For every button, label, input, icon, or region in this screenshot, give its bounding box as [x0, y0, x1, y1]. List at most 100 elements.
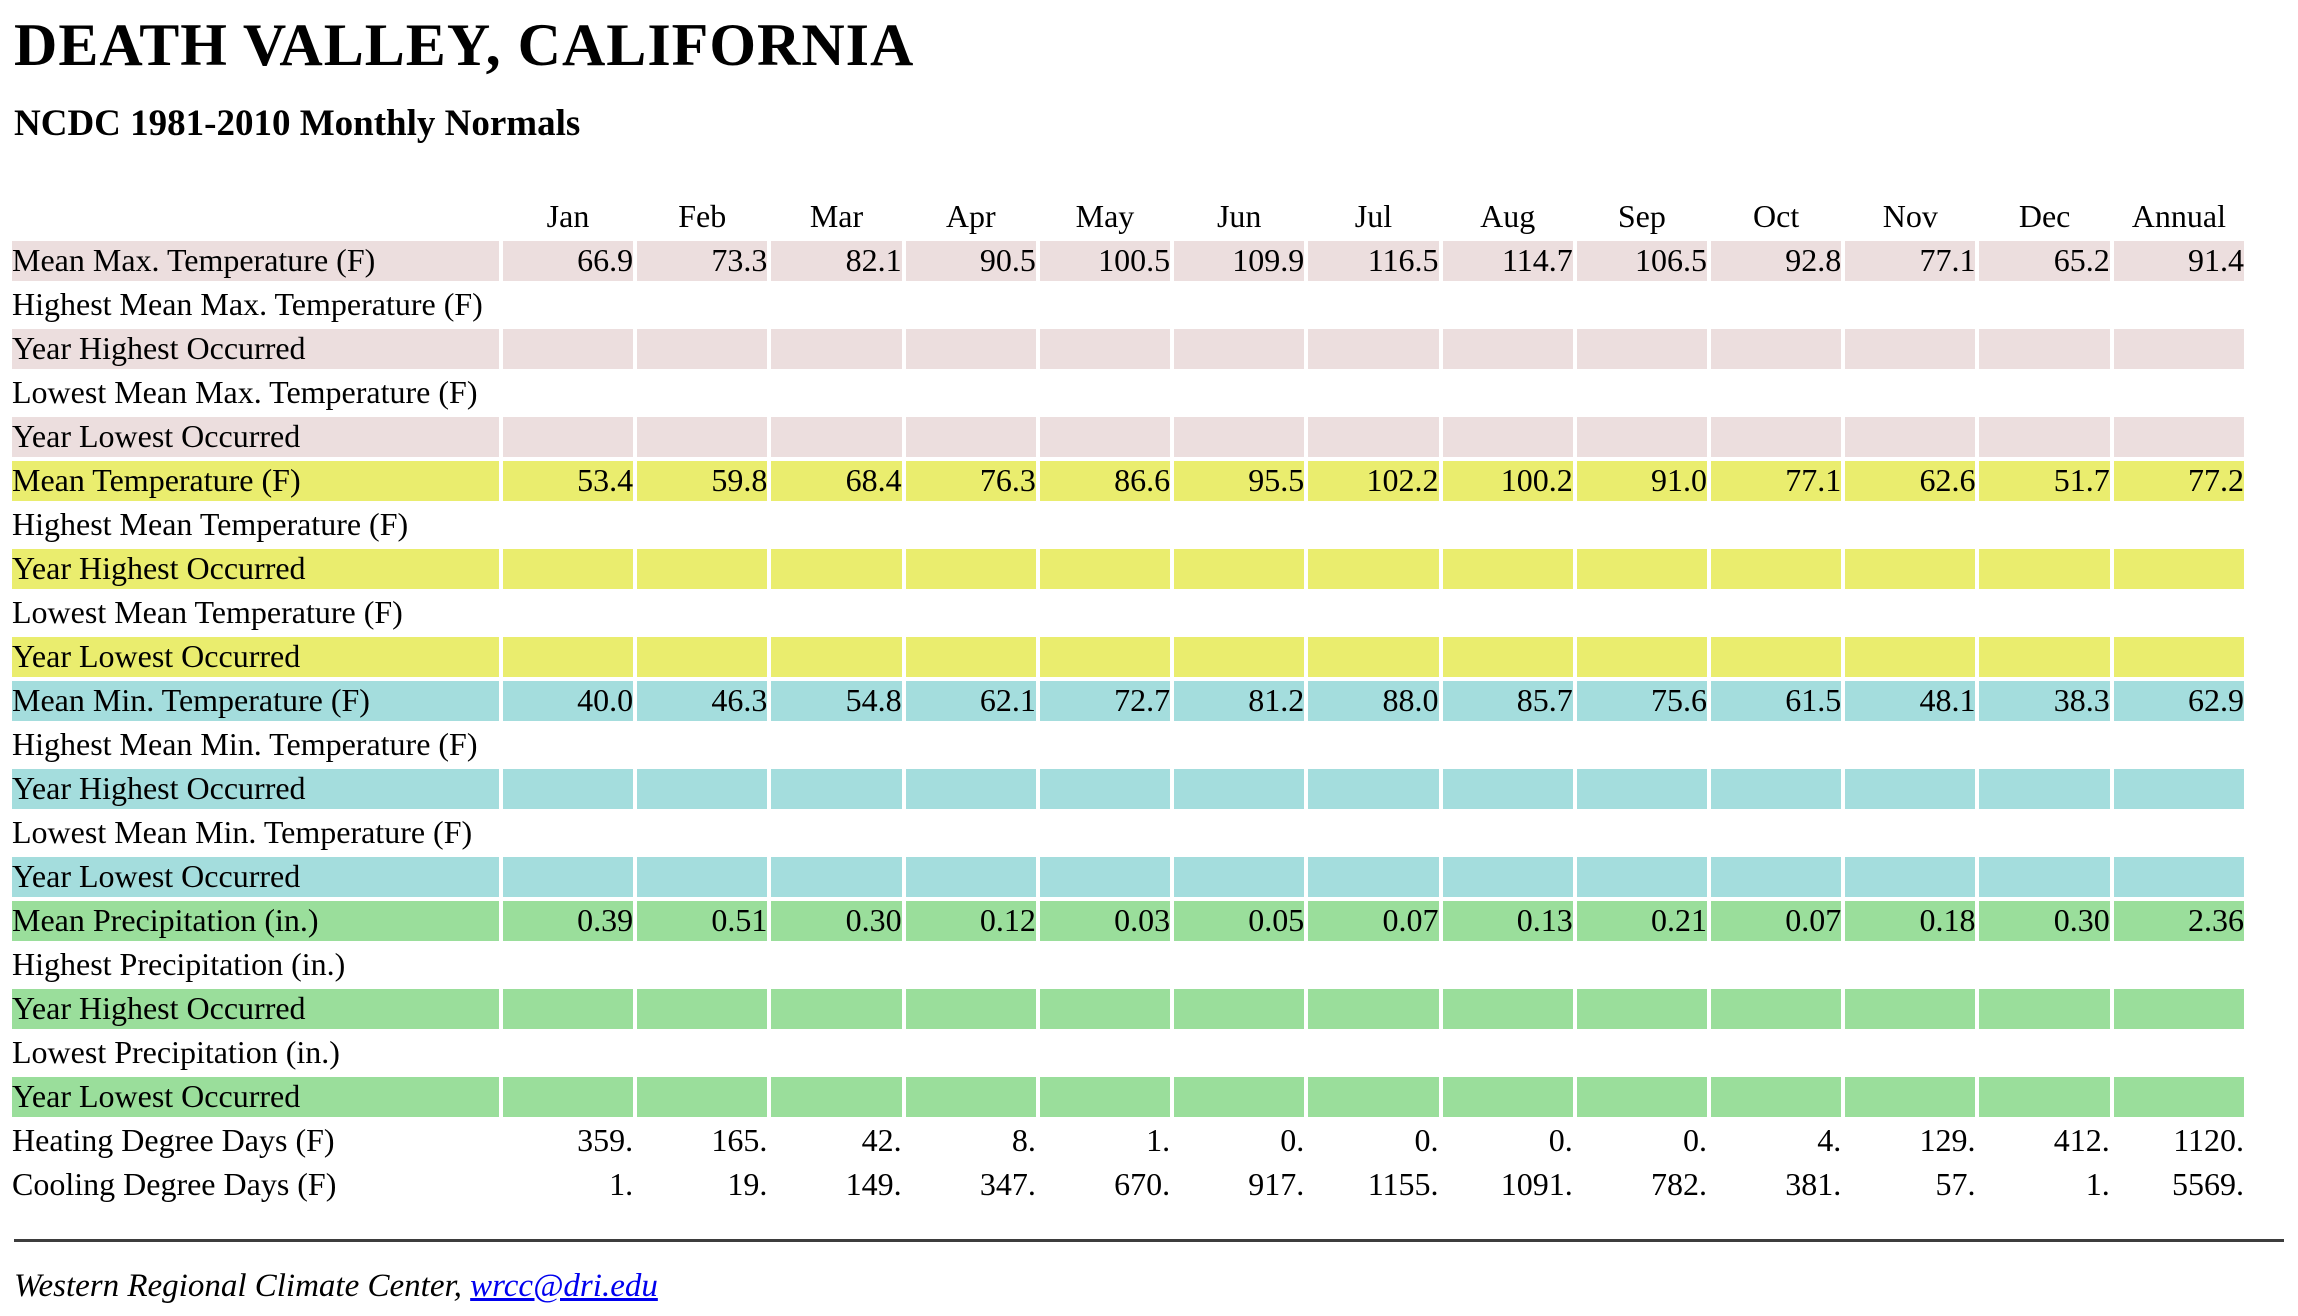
month-header: Apr	[945, 198, 996, 235]
value-cell	[637, 636, 768, 677]
value-cell: 109.9	[1174, 240, 1305, 281]
footer-email-link[interactable]: wrcc@dri.edu	[470, 1267, 658, 1304]
value-cell	[1711, 548, 1842, 589]
value-cell: 90.5	[905, 240, 1036, 281]
row-label: Year Lowest Occurred	[12, 1076, 499, 1117]
value-cell: 5569.	[2113, 1164, 2244, 1205]
value-cell	[1039, 504, 1171, 545]
table-body: Mean Max. Temperature (F) 66.9 73.3 82.1 90.…	[12, 240, 2244, 1205]
row-label: Mean Temperature (F)	[12, 460, 499, 501]
value-cell	[1039, 284, 1171, 325]
value-cell	[1711, 856, 1842, 897]
footer: Western Regional Climate Center, wrcc@dr…	[14, 1268, 2284, 1305]
value-cell	[1711, 988, 1842, 1029]
value-cell	[1308, 1032, 1439, 1073]
value-cell: 46.3	[637, 680, 768, 721]
value-cell	[1039, 724, 1171, 765]
value-cell	[637, 988, 768, 1029]
value-cell	[905, 592, 1036, 633]
value-cell: 0.03	[1039, 900, 1171, 941]
month-header: Mar	[809, 198, 864, 235]
value-cell	[1979, 328, 2110, 369]
value-cell	[1174, 856, 1305, 897]
value-cell	[905, 284, 1036, 325]
value-cell	[1711, 1032, 1842, 1073]
value-cell: 95.5	[1174, 460, 1305, 501]
value-cell	[1308, 548, 1439, 589]
value-cell	[1711, 328, 1842, 369]
value-cell	[1979, 856, 2110, 897]
value-cell	[1174, 372, 1305, 413]
row-label: Highest Mean Temperature (F)	[12, 504, 499, 545]
value-cell	[905, 416, 1036, 457]
value-cell	[637, 856, 768, 897]
value-cell: 2.36	[2113, 900, 2244, 941]
value-cell	[1442, 592, 1573, 633]
value-cell	[1039, 328, 1171, 369]
value-cell: 76.3	[905, 460, 1036, 501]
value-cell	[502, 856, 634, 897]
table-row: Mean Precipitation (in.) 0.39 0.51 0.30 0.12…	[12, 900, 2244, 941]
table-row: Mean Max. Temperature (F) 66.9 73.3 82.1 90.…	[12, 240, 2244, 281]
value-cell	[1308, 636, 1439, 677]
value-cell	[1845, 944, 1976, 985]
month-header: Jan	[546, 198, 590, 235]
value-cell	[905, 548, 1036, 589]
table-row: Highest Precipitation (in.)	[12, 944, 2244, 985]
month-header: Dec	[2018, 198, 2071, 235]
value-cell	[2113, 944, 2244, 985]
value-cell	[502, 1076, 634, 1117]
value-cell	[1711, 1076, 1842, 1117]
value-cell	[1576, 768, 1707, 809]
value-cell	[1576, 416, 1707, 457]
value-cell	[2113, 548, 2244, 589]
value-cell	[637, 1032, 768, 1073]
value-cell	[637, 768, 768, 809]
value-cell	[1979, 1032, 2110, 1073]
value-cell	[637, 944, 768, 985]
value-cell	[771, 284, 902, 325]
value-cell: 53.4	[502, 460, 634, 501]
value-cell	[1308, 504, 1439, 545]
value-cell: 0.30	[771, 900, 902, 941]
value-cell: 114.7	[1442, 240, 1573, 281]
value-cell	[1174, 1076, 1305, 1117]
value-cell: 54.8	[771, 680, 902, 721]
value-cell	[1845, 724, 1976, 765]
value-cell	[1039, 768, 1171, 809]
value-cell: 81.2	[1174, 680, 1305, 721]
month-header: Jun	[1216, 198, 1262, 235]
value-cell	[502, 812, 634, 853]
value-cell	[771, 328, 902, 369]
value-cell	[637, 284, 768, 325]
row-label: Year Highest Occurred	[12, 328, 499, 369]
value-cell: 77.2	[2113, 460, 2244, 501]
value-cell	[1576, 592, 1707, 633]
table-row: Year Lowest Occurred	[12, 636, 2244, 677]
month-header: Jul	[1354, 198, 1393, 235]
table-row: Cooling Degree Days (F) 1. 19. 149. 347. 670.…	[12, 1164, 2244, 1205]
value-cell	[502, 372, 634, 413]
value-cell: 85.7	[1442, 680, 1573, 721]
value-cell	[1979, 548, 2110, 589]
value-cell	[502, 416, 634, 457]
row-label: Lowest Mean Min. Temperature (F)	[12, 812, 499, 853]
value-cell	[1442, 1076, 1573, 1117]
value-cell	[1845, 592, 1976, 633]
value-cell	[2113, 856, 2244, 897]
value-cell	[1845, 988, 1976, 1029]
value-cell	[1576, 504, 1707, 545]
row-label: Mean Max. Temperature (F)	[12, 240, 499, 281]
value-cell	[771, 548, 902, 589]
value-cell	[2113, 284, 2244, 325]
table-row: Highest Mean Max. Temperature (F)	[12, 284, 2244, 325]
month-header: Feb	[678, 198, 727, 235]
value-cell: 73.3	[637, 240, 768, 281]
value-cell	[2113, 416, 2244, 457]
value-cell: 59.8	[637, 460, 768, 501]
value-cell: 86.6	[1039, 460, 1171, 501]
value-cell: 1.	[502, 1164, 634, 1205]
value-cell: 106.5	[1576, 240, 1707, 281]
value-cell: 359.	[502, 1120, 634, 1161]
value-cell: 75.6	[1576, 680, 1707, 721]
